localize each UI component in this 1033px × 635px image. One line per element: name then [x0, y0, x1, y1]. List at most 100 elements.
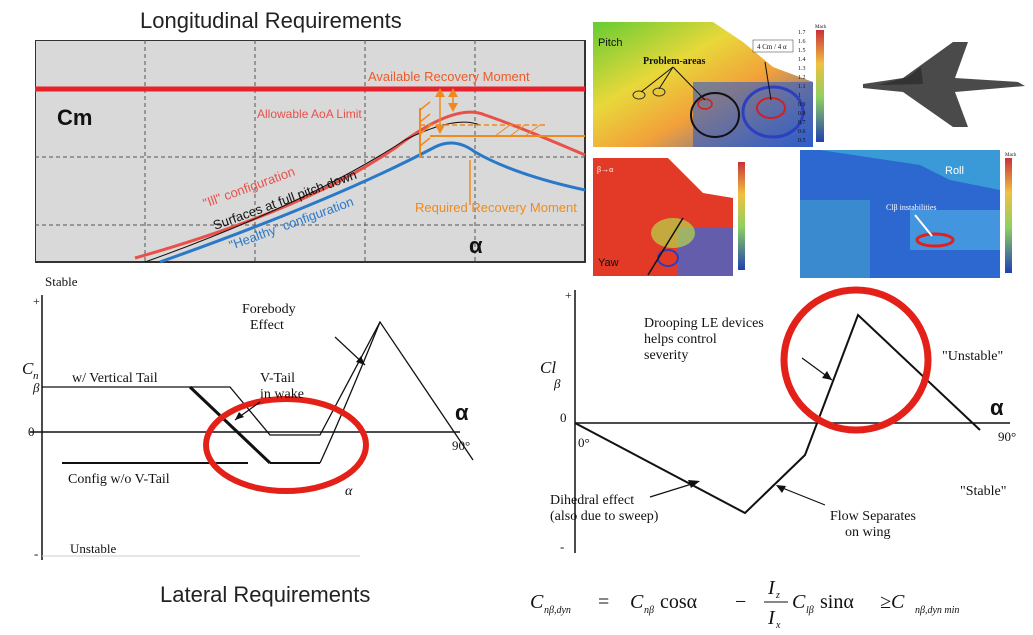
cl-zero-label: 0	[560, 410, 567, 425]
cn-rise	[319, 321, 381, 464]
alpha-small-label: α	[345, 484, 353, 499]
scale-tick: 0.7	[798, 120, 806, 126]
problem-ellipse	[632, 90, 646, 100]
eq-sin: sinα	[820, 591, 854, 613]
cn-beta-label: C	[22, 359, 34, 378]
pointer-line	[640, 66, 674, 93]
hatch	[419, 125, 431, 135]
zero-label: 0	[28, 424, 35, 439]
cn-beta-diagram: Stable + 0 - Unstable C n β w/ Vertical …	[22, 274, 474, 561]
alpha-big-label: α	[455, 400, 469, 425]
cl-highlight-circle	[780, 286, 932, 434]
arrow-head	[448, 103, 458, 112]
eq-rhs-sub: nβ,dyn min	[915, 605, 959, 616]
aircraft-photo	[843, 22, 1033, 147]
eq-lhs-sub: nβ,dyn	[544, 605, 571, 616]
drooping-label-1: Drooping LE devices	[644, 316, 764, 331]
vtail-wake-label: in wake	[260, 387, 304, 402]
stable-label: Stable	[45, 274, 78, 289]
pitch-legend-header: 4 Cm / 4 α	[757, 43, 787, 51]
eq-iz-sub: z	[775, 590, 780, 601]
roll-map: Roll Clβ instabilities Mach	[800, 150, 1017, 278]
arrow-head	[356, 356, 365, 365]
problem-ellipse	[652, 87, 666, 97]
yaw-mask	[668, 158, 733, 198]
eq-t2: C	[792, 591, 806, 613]
scale-tick: 0.8	[798, 111, 806, 117]
problem-ellipse	[697, 98, 713, 110]
deg90-label: 90°	[452, 438, 470, 453]
eq-ix-sub: x	[775, 620, 781, 631]
lateral-title: Lateral Requirements	[160, 582, 371, 607]
flow-label-1: Flow Separates	[830, 509, 916, 524]
yaw-pointer	[647, 217, 684, 276]
roll-region	[820, 150, 1000, 190]
effect-label: Effect	[250, 318, 284, 333]
cl-plus-label: +	[565, 288, 572, 302]
dihedral-arrow	[649, 482, 696, 498]
w-vertical-tail-label: w/ Vertical Tail	[72, 371, 158, 386]
pitch-legend-box	[752, 39, 794, 53]
problem-areas-label: Problem-areas	[643, 56, 706, 67]
arrow-head	[435, 88, 445, 97]
available-recovery-label: Available Recovery Moment	[368, 69, 530, 84]
cl-minus-label: -	[560, 539, 564, 554]
forebody-label: Forebody	[242, 302, 296, 317]
cl-beta-sub: β	[553, 376, 561, 391]
cn-beta-sub2: β	[32, 380, 40, 395]
scale-tick: 1.2	[798, 75, 806, 81]
drooping-label-3: severity	[644, 348, 688, 363]
required-recovery-label: Required Recovery Moment	[415, 200, 577, 215]
eq-equals: =	[598, 591, 609, 613]
arrow-head	[822, 371, 832, 380]
cn-highlight-circle	[203, 396, 369, 494]
surfaces-curve	[144, 121, 481, 263]
cn-beta-sub1: n	[33, 370, 39, 382]
hatch	[524, 124, 541, 137]
scale-tick: 0.6	[798, 129, 806, 135]
hatch	[419, 137, 431, 147]
equation: C nβ,dyn = C nβ cosα − I z I x C lβ sinα…	[530, 577, 959, 631]
deg0-label: 0°	[578, 435, 590, 450]
scale-tick: 1.5	[798, 48, 806, 54]
cm-label: Cm	[57, 105, 92, 130]
arrow-head	[435, 125, 445, 134]
cl-beta-label: Cl	[540, 358, 556, 377]
eq-t1: C	[630, 591, 644, 613]
stable-quote-label: "Stable"	[960, 484, 1006, 499]
longitudinal-title: Longitudinal Requirements	[140, 8, 402, 33]
roll-instabilities-label: Clβ instabilities	[886, 203, 937, 212]
pitch-scale-title: Mach	[815, 25, 827, 30]
roll-region	[800, 200, 870, 278]
scale-tick: 1.1	[798, 84, 806, 90]
unstable-quote-label: "Unstable"	[942, 349, 1003, 364]
unstable-label: Unstable	[70, 541, 116, 556]
yaw-map: β→α Yaw	[593, 158, 745, 276]
problem-ellipse	[741, 85, 805, 139]
cn-curve	[42, 320, 474, 461]
pointer-line	[658, 66, 674, 90]
cl-curve	[574, 313, 981, 515]
yaw-colorbar	[738, 162, 745, 270]
cn-vtail-wake-curve	[188, 385, 272, 465]
eq-lhs: C	[530, 591, 544, 613]
cl-beta-diagram: + 0 - 0° 90° Cl β α Drooping LE devices …	[540, 286, 1016, 554]
eq-ix: I	[767, 607, 776, 629]
roll-pointer	[914, 214, 933, 237]
canard-icon	[878, 67, 923, 85]
hatch	[494, 124, 511, 137]
healthy-curve	[159, 141, 586, 264]
longitudinal-diagram: Cm α Available Recovery Moment Allowable…	[35, 40, 586, 264]
arrow-head	[776, 485, 786, 493]
scale-tick: 1	[798, 93, 801, 99]
scale-tick: 1.6	[798, 39, 806, 45]
roll-region	[910, 210, 1000, 250]
dihedral-label-2: (also due to sweep)	[550, 509, 659, 524]
roll-ellipse	[915, 232, 955, 248]
scale-tick: 0.9	[798, 102, 806, 108]
yaw-label: Yaw	[598, 257, 619, 269]
dihedral-label-1: Dihedral effect	[550, 493, 634, 508]
cl-deg90-label: 90°	[998, 429, 1016, 444]
eq-cos: cosα	[660, 591, 698, 613]
pitch-label: Pitch	[598, 37, 622, 49]
